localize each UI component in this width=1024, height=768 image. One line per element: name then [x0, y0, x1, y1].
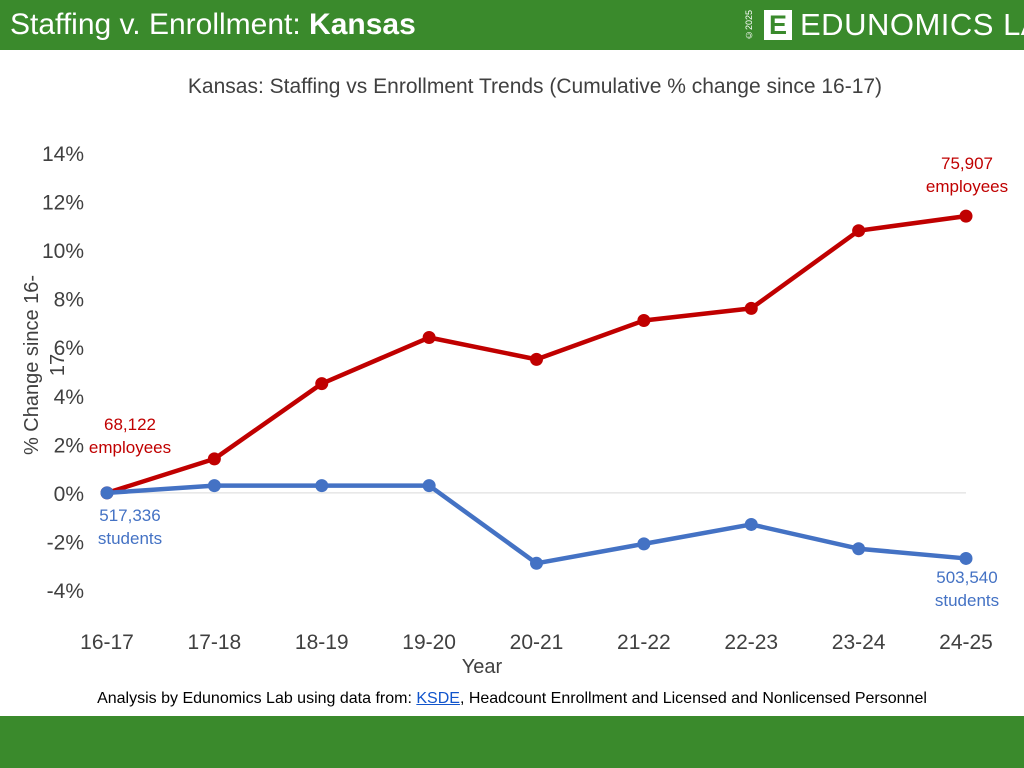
- y-tick-label: 4%: [54, 386, 84, 409]
- x-tick-label: 24-25: [939, 631, 993, 654]
- page-title-prefix: Staffing v. Enrollment:: [10, 8, 310, 41]
- x-tick-label: 19-20: [402, 631, 456, 654]
- annotation-staff-end: 75,907: [941, 154, 993, 173]
- y-tick-label: 6%: [54, 337, 84, 360]
- x-tick-label: 23-24: [832, 631, 886, 654]
- data-point-enrollment: [100, 486, 114, 500]
- data-point-staffing: [530, 352, 543, 366]
- y-tick-label: 14%: [42, 143, 84, 166]
- annotation-staff-end: employees: [926, 177, 1008, 196]
- annotation-enroll-end: students: [935, 591, 999, 610]
- x-tick-label: 20-21: [510, 631, 564, 654]
- data-point-staffing: [422, 331, 436, 345]
- data-point-enrollment: [637, 537, 651, 551]
- annotation-staff-start: employees: [89, 438, 171, 457]
- annotation-enroll-start: students: [98, 529, 162, 548]
- data-point-enrollment: [530, 556, 543, 570]
- data-point-staffing: [744, 301, 758, 315]
- annotation-enroll-start: 517,336: [99, 506, 160, 525]
- annotation-staff-start: 68,122: [104, 415, 156, 434]
- series-line-enrollment: [104, 483, 969, 566]
- y-tick-label: -4%: [47, 580, 84, 603]
- data-point-enrollment: [207, 479, 221, 493]
- data-point-enrollment: [744, 517, 758, 531]
- source-prefix: Analysis by Edunomics Lab using data fro…: [97, 690, 417, 707]
- annotation-enroll-end: 503,540: [936, 568, 997, 587]
- logo-mark-icon: E: [764, 10, 792, 40]
- source-link[interactable]: KSDE: [416, 690, 460, 707]
- data-point-staffing: [315, 377, 329, 391]
- data-point-staffing: [207, 452, 221, 466]
- y-tick-label: 0%: [54, 483, 84, 506]
- data-point-enrollment: [422, 479, 436, 493]
- x-axis-label: Year: [462, 656, 503, 678]
- line-chart: Kansas: Staffing vs Enrollment Trends (C…: [21, 75, 1008, 678]
- x-tick-label: 18-19: [295, 631, 349, 654]
- y-tick-label: 2%: [54, 434, 84, 457]
- x-tick-label: 16-17: [80, 631, 134, 654]
- source-note: Analysis by Edunomics Lab using data fro…: [0, 690, 1024, 708]
- copyright-notice: ©2025: [744, 9, 754, 41]
- header-bar: Staffing v. Enrollment: Kansas ©2025 E E…: [0, 0, 1024, 50]
- x-tick-label: 22-23: [724, 631, 778, 654]
- logo-text: EDUNOMICS LAB: [800, 7, 1024, 42]
- y-axis-label: % Change since 16- 17: [21, 275, 69, 455]
- data-point-enrollment: [852, 542, 866, 556]
- x-tick-label: 17-18: [188, 631, 242, 654]
- x-tick-label: 21-22: [617, 631, 671, 654]
- data-point-enrollment: [959, 551, 973, 565]
- y-tick-label: 8%: [54, 289, 84, 312]
- source-suffix: , Headcount Enrollment and Licensed and …: [459, 690, 927, 707]
- y-tick-label: 12%: [42, 192, 84, 215]
- page-title: Staffing v. Enrollment: Kansas: [10, 7, 416, 43]
- data-point-staffing: [852, 224, 866, 238]
- data-point-staffing: [637, 314, 651, 328]
- chart-title: Kansas: Staffing vs Enrollment Trends (C…: [188, 75, 882, 98]
- footer-bar: [0, 716, 1024, 768]
- data-point-enrollment: [315, 479, 329, 493]
- page-title-state: Kansas: [309, 8, 416, 41]
- data-point-staffing: [959, 209, 973, 223]
- y-tick-label: 10%: [42, 240, 84, 263]
- y-tick-label: -2%: [47, 531, 84, 554]
